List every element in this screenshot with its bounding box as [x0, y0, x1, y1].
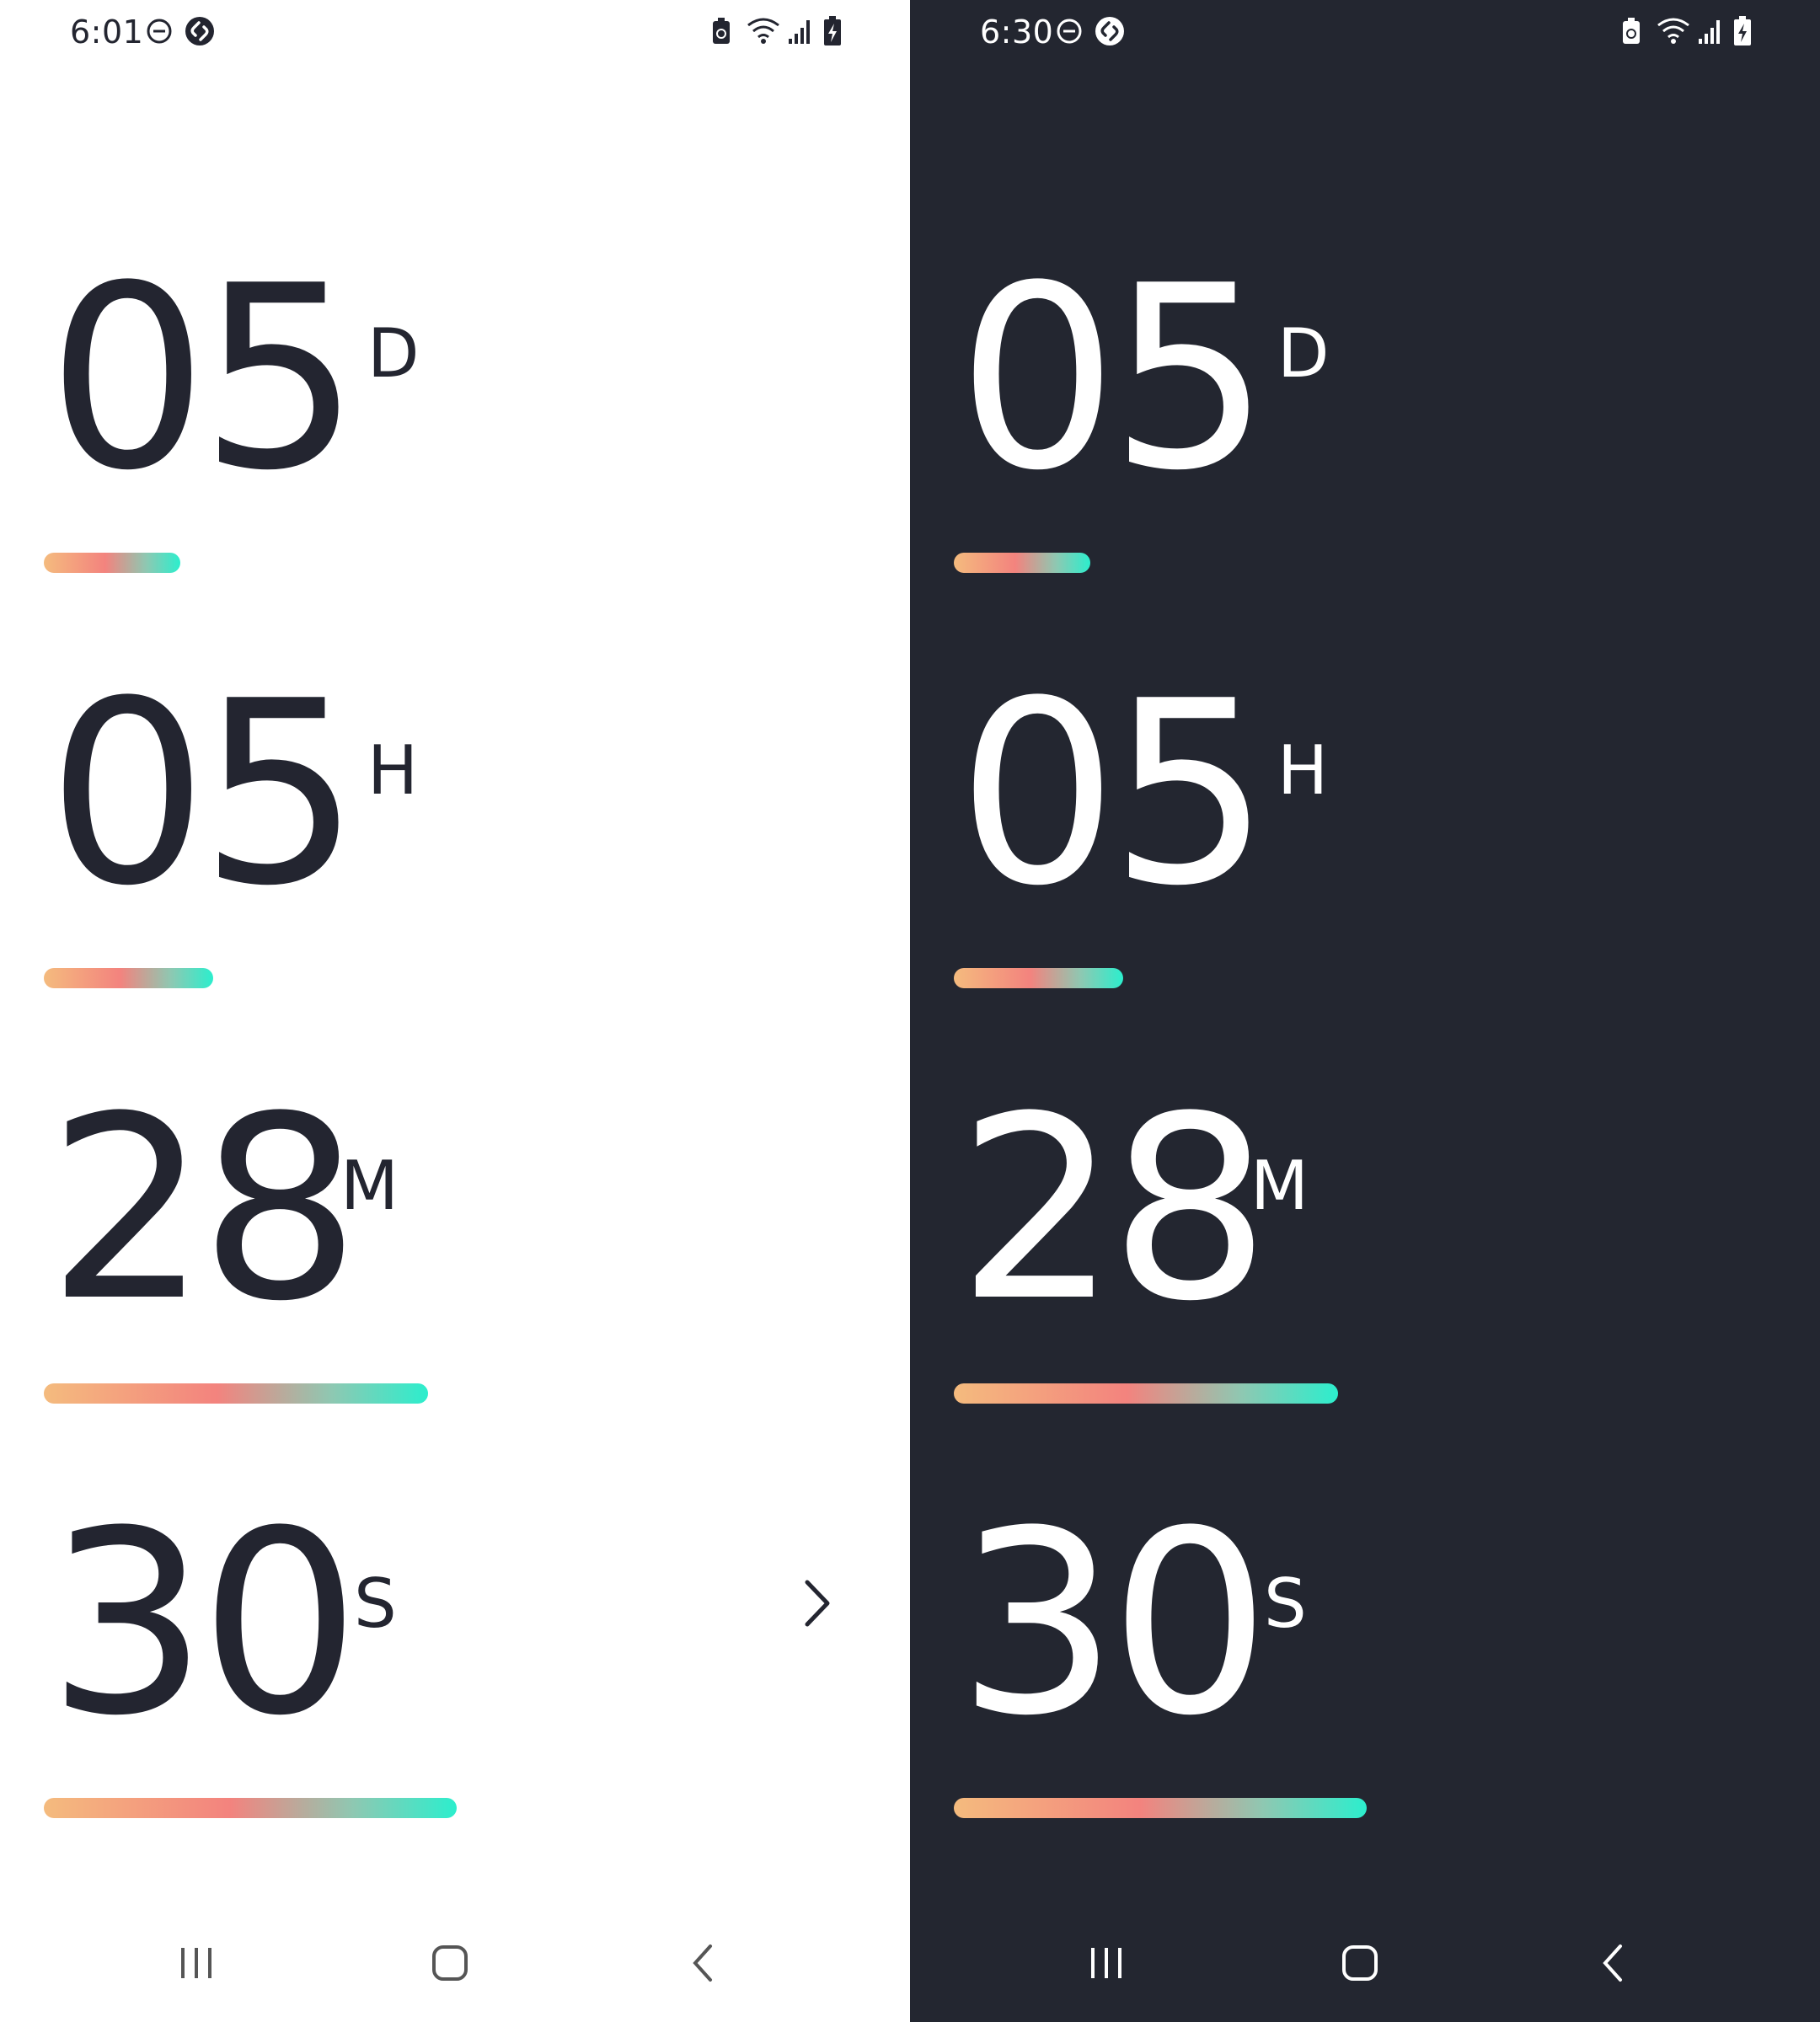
do-not-disturb-icon: [147, 19, 172, 44]
back-icon[interactable]: [672, 1929, 739, 1997]
status-bar: 6:30: [910, 0, 1820, 67]
seconds-progress-bar: [954, 1798, 1367, 1818]
minutes-counter: 28 M: [957, 1083, 1800, 1336]
seconds-value: 30: [47, 1477, 361, 1771]
status-time: 6:01: [70, 13, 144, 51]
battery-saver-icon: [713, 18, 730, 44]
hours-value: 05: [957, 647, 1271, 941]
recent-apps-icon[interactable]: [163, 1929, 230, 1997]
days-value: 05: [47, 232, 361, 526]
wifi-icon: [1657, 18, 1689, 44]
days-unit-label: D: [367, 314, 420, 393]
light-theme-screen: 6:01: [0, 0, 910, 2022]
seconds-progress-bar: [44, 1798, 457, 1818]
days-progress-bar: [44, 553, 180, 573]
home-icon[interactable]: [416, 1929, 484, 1997]
hours-value: 05: [47, 647, 361, 941]
minutes-unit-label: M: [340, 1147, 399, 1225]
signal-icon: [1699, 20, 1720, 44]
do-not-disturb-icon: [1057, 19, 1082, 44]
days-counter: 05 D: [957, 253, 1800, 506]
hours-unit-label: H: [367, 731, 419, 810]
chevron-right-icon[interactable]: [792, 1574, 843, 1633]
dark-theme-screen: 6:30: [910, 0, 1820, 2022]
hours-counter: 05 H: [957, 668, 1800, 921]
minutes-counter: 28 M: [47, 1083, 890, 1336]
battery-charging-icon: [1734, 16, 1751, 45]
hours-progress-bar: [954, 968, 1123, 988]
days-unit-label: D: [1277, 314, 1330, 393]
seconds-unit-label: S: [1264, 1565, 1307, 1643]
seconds-counter: 30 S: [957, 1498, 1800, 1751]
battery-saver-icon: [1623, 18, 1640, 44]
hours-unit-label: H: [1277, 731, 1329, 810]
minutes-value: 28: [957, 1062, 1271, 1356]
status-bar: 6:01: [0, 0, 910, 67]
home-icon[interactable]: [1326, 1929, 1394, 1997]
battery-charging-icon: [824, 16, 841, 45]
wifi-icon: [747, 18, 779, 44]
seconds-value: 30: [957, 1477, 1271, 1771]
back-icon[interactable]: [1582, 1929, 1649, 1997]
days-value: 05: [957, 232, 1271, 526]
navigation-bar: [0, 1904, 910, 2022]
minutes-progress-bar: [44, 1383, 428, 1404]
navigation-bar: [910, 1904, 1820, 2022]
days-counter: 05 D: [47, 253, 890, 506]
minutes-value: 28: [47, 1062, 361, 1356]
signal-icon: [789, 20, 810, 44]
shazam-icon: [185, 17, 214, 45]
hours-counter: 05 H: [47, 668, 890, 921]
shazam-icon: [1095, 17, 1124, 45]
minutes-progress-bar: [954, 1383, 1338, 1404]
recent-apps-icon[interactable]: [1073, 1929, 1140, 1997]
days-progress-bar: [954, 553, 1090, 573]
minutes-unit-label: M: [1250, 1147, 1309, 1225]
hours-progress-bar: [44, 968, 213, 988]
seconds-counter: 30 S: [47, 1498, 890, 1751]
seconds-unit-label: S: [354, 1565, 397, 1643]
status-time: 6:30: [980, 13, 1054, 51]
